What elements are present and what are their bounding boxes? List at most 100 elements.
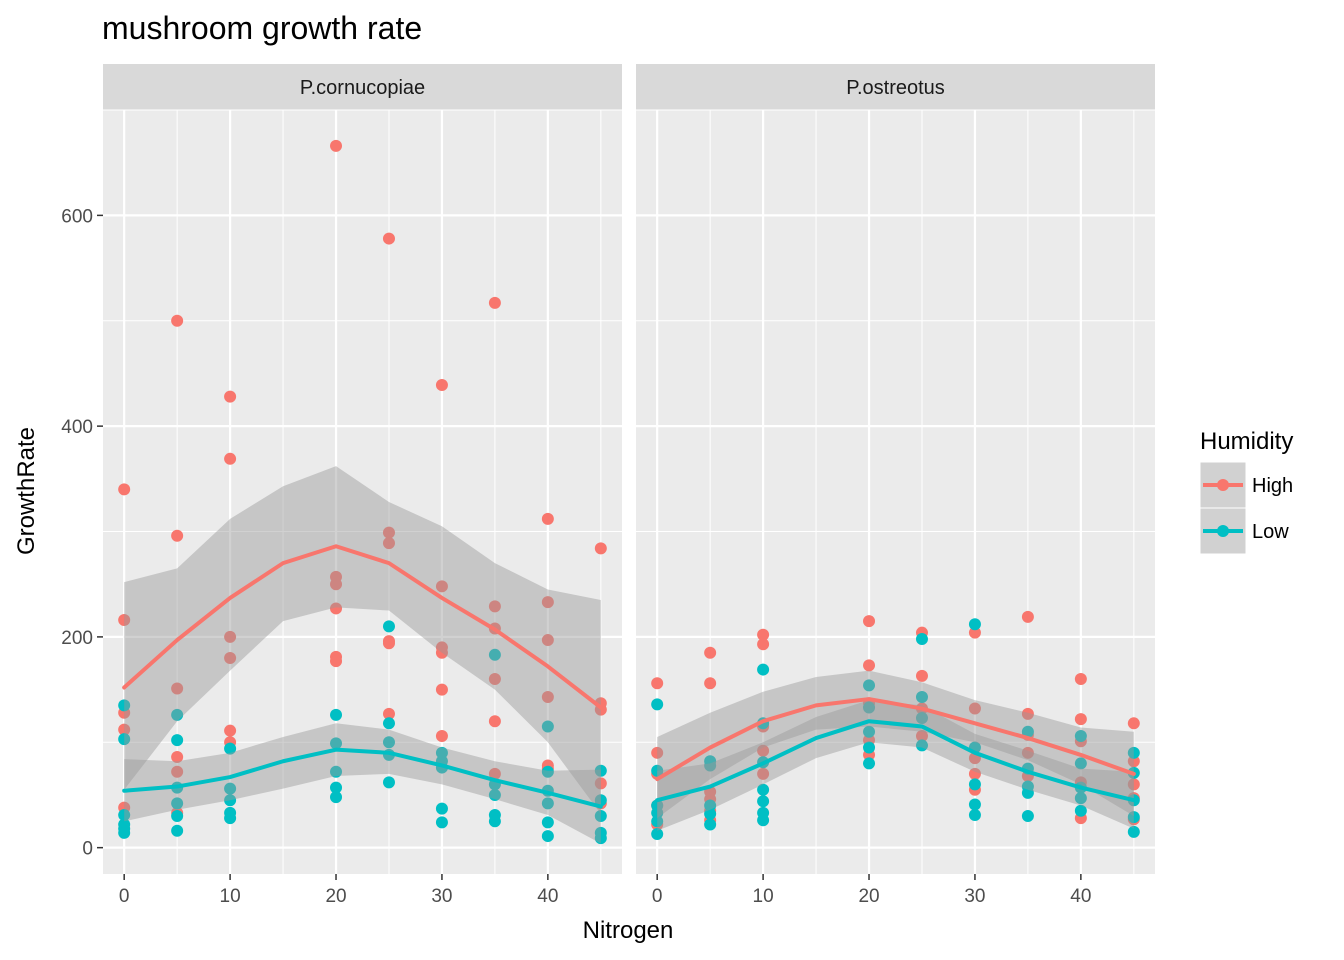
data-point (330, 139, 343, 152)
panel-background (103, 110, 622, 874)
data-point (757, 767, 770, 780)
data-point (382, 620, 395, 633)
legend-entry-high: High (1199, 461, 1293, 509)
data-point (594, 542, 607, 555)
data-point (435, 746, 448, 759)
data-point (435, 802, 448, 815)
data-point (541, 830, 554, 843)
strip-p-ostreotus (636, 64, 1155, 110)
x-tick-label: 30 (431, 886, 452, 907)
data-point (382, 707, 395, 720)
data-point (1074, 757, 1087, 770)
data-point (1021, 707, 1034, 720)
data-point (541, 690, 554, 703)
points-low (651, 618, 1140, 840)
data-point (651, 764, 664, 777)
data-point (757, 795, 770, 808)
data-point (330, 791, 343, 804)
data-point (1021, 786, 1034, 799)
data-point (541, 797, 554, 810)
data-point (1074, 673, 1087, 686)
data-point (118, 699, 131, 712)
legend: Humidity High Low (1199, 428, 1293, 555)
x-tick-label: 0 (652, 886, 663, 907)
data-point (1127, 746, 1140, 759)
y-tick-label: 600 (61, 206, 93, 227)
panel-background (636, 110, 1155, 874)
data-point (224, 794, 237, 807)
data-point (915, 690, 928, 703)
data-point (915, 739, 928, 752)
data-point (118, 723, 131, 736)
data-point (330, 708, 343, 721)
legend-title: Humidity (1200, 428, 1293, 455)
x-tick-label: 20 (325, 886, 346, 907)
data-point (541, 765, 554, 778)
legend-point (1217, 525, 1229, 537)
data-point (651, 815, 664, 828)
data-point (488, 788, 501, 801)
data-point (1021, 725, 1034, 738)
chart-title: mushroom growth rate (102, 10, 422, 46)
data-point (704, 646, 717, 659)
data-point (118, 826, 131, 839)
data-point (171, 734, 184, 747)
points-high (118, 139, 607, 819)
data-point (704, 799, 717, 812)
data-point (915, 633, 928, 646)
data-point (488, 296, 501, 309)
panels: P.cornucopiae P.ostreotus (103, 64, 1155, 874)
data-point (118, 733, 131, 746)
data-point (704, 759, 717, 772)
data-point (651, 806, 664, 819)
smooth-line-low (122, 747, 603, 809)
data-point (757, 628, 770, 641)
data-point (330, 578, 343, 591)
data-point (863, 757, 876, 770)
legend-point (1217, 479, 1229, 491)
data-point (968, 778, 981, 791)
data-point (915, 712, 928, 725)
y-axis-title: GrowthRate (13, 427, 40, 555)
data-point (651, 827, 664, 840)
data-point (171, 708, 184, 721)
x-axis-title: Nitrogen (583, 917, 674, 944)
data-point (488, 600, 501, 613)
smooth-line-high (655, 697, 1136, 782)
strip-label: P.cornucopiae (300, 77, 425, 99)
data-point (171, 751, 184, 764)
data-point (1074, 729, 1087, 742)
data-point (382, 736, 395, 749)
data-point (541, 816, 554, 829)
data-point (171, 824, 184, 837)
data-point (171, 810, 184, 823)
data-point (704, 818, 717, 831)
data-point (435, 379, 448, 392)
data-point (863, 615, 876, 628)
panel-p-ostreotus: P.ostreotus (636, 64, 1155, 874)
data-point (541, 720, 554, 733)
data-point (968, 702, 981, 715)
data-point (863, 701, 876, 714)
data-point (488, 767, 501, 780)
data-point (594, 794, 607, 807)
data-point (171, 529, 184, 542)
panel-p-cornucopiae: P.cornucopiae (103, 64, 622, 874)
x-tick-label: 40 (537, 886, 558, 907)
data-point (1021, 746, 1034, 759)
data-point (224, 782, 237, 795)
data-point (594, 777, 607, 790)
data-point (594, 832, 607, 845)
y-tick-label: 0 (82, 839, 93, 860)
data-point (757, 814, 770, 827)
data-point (224, 742, 237, 755)
data-point (863, 725, 876, 738)
data-point (968, 626, 981, 639)
data-point (224, 452, 237, 465)
data-point (1074, 713, 1087, 726)
data-point (488, 673, 501, 686)
points-low (118, 620, 607, 845)
x-tick-label: 10 (753, 886, 774, 907)
x-tick-label: 20 (858, 886, 879, 907)
